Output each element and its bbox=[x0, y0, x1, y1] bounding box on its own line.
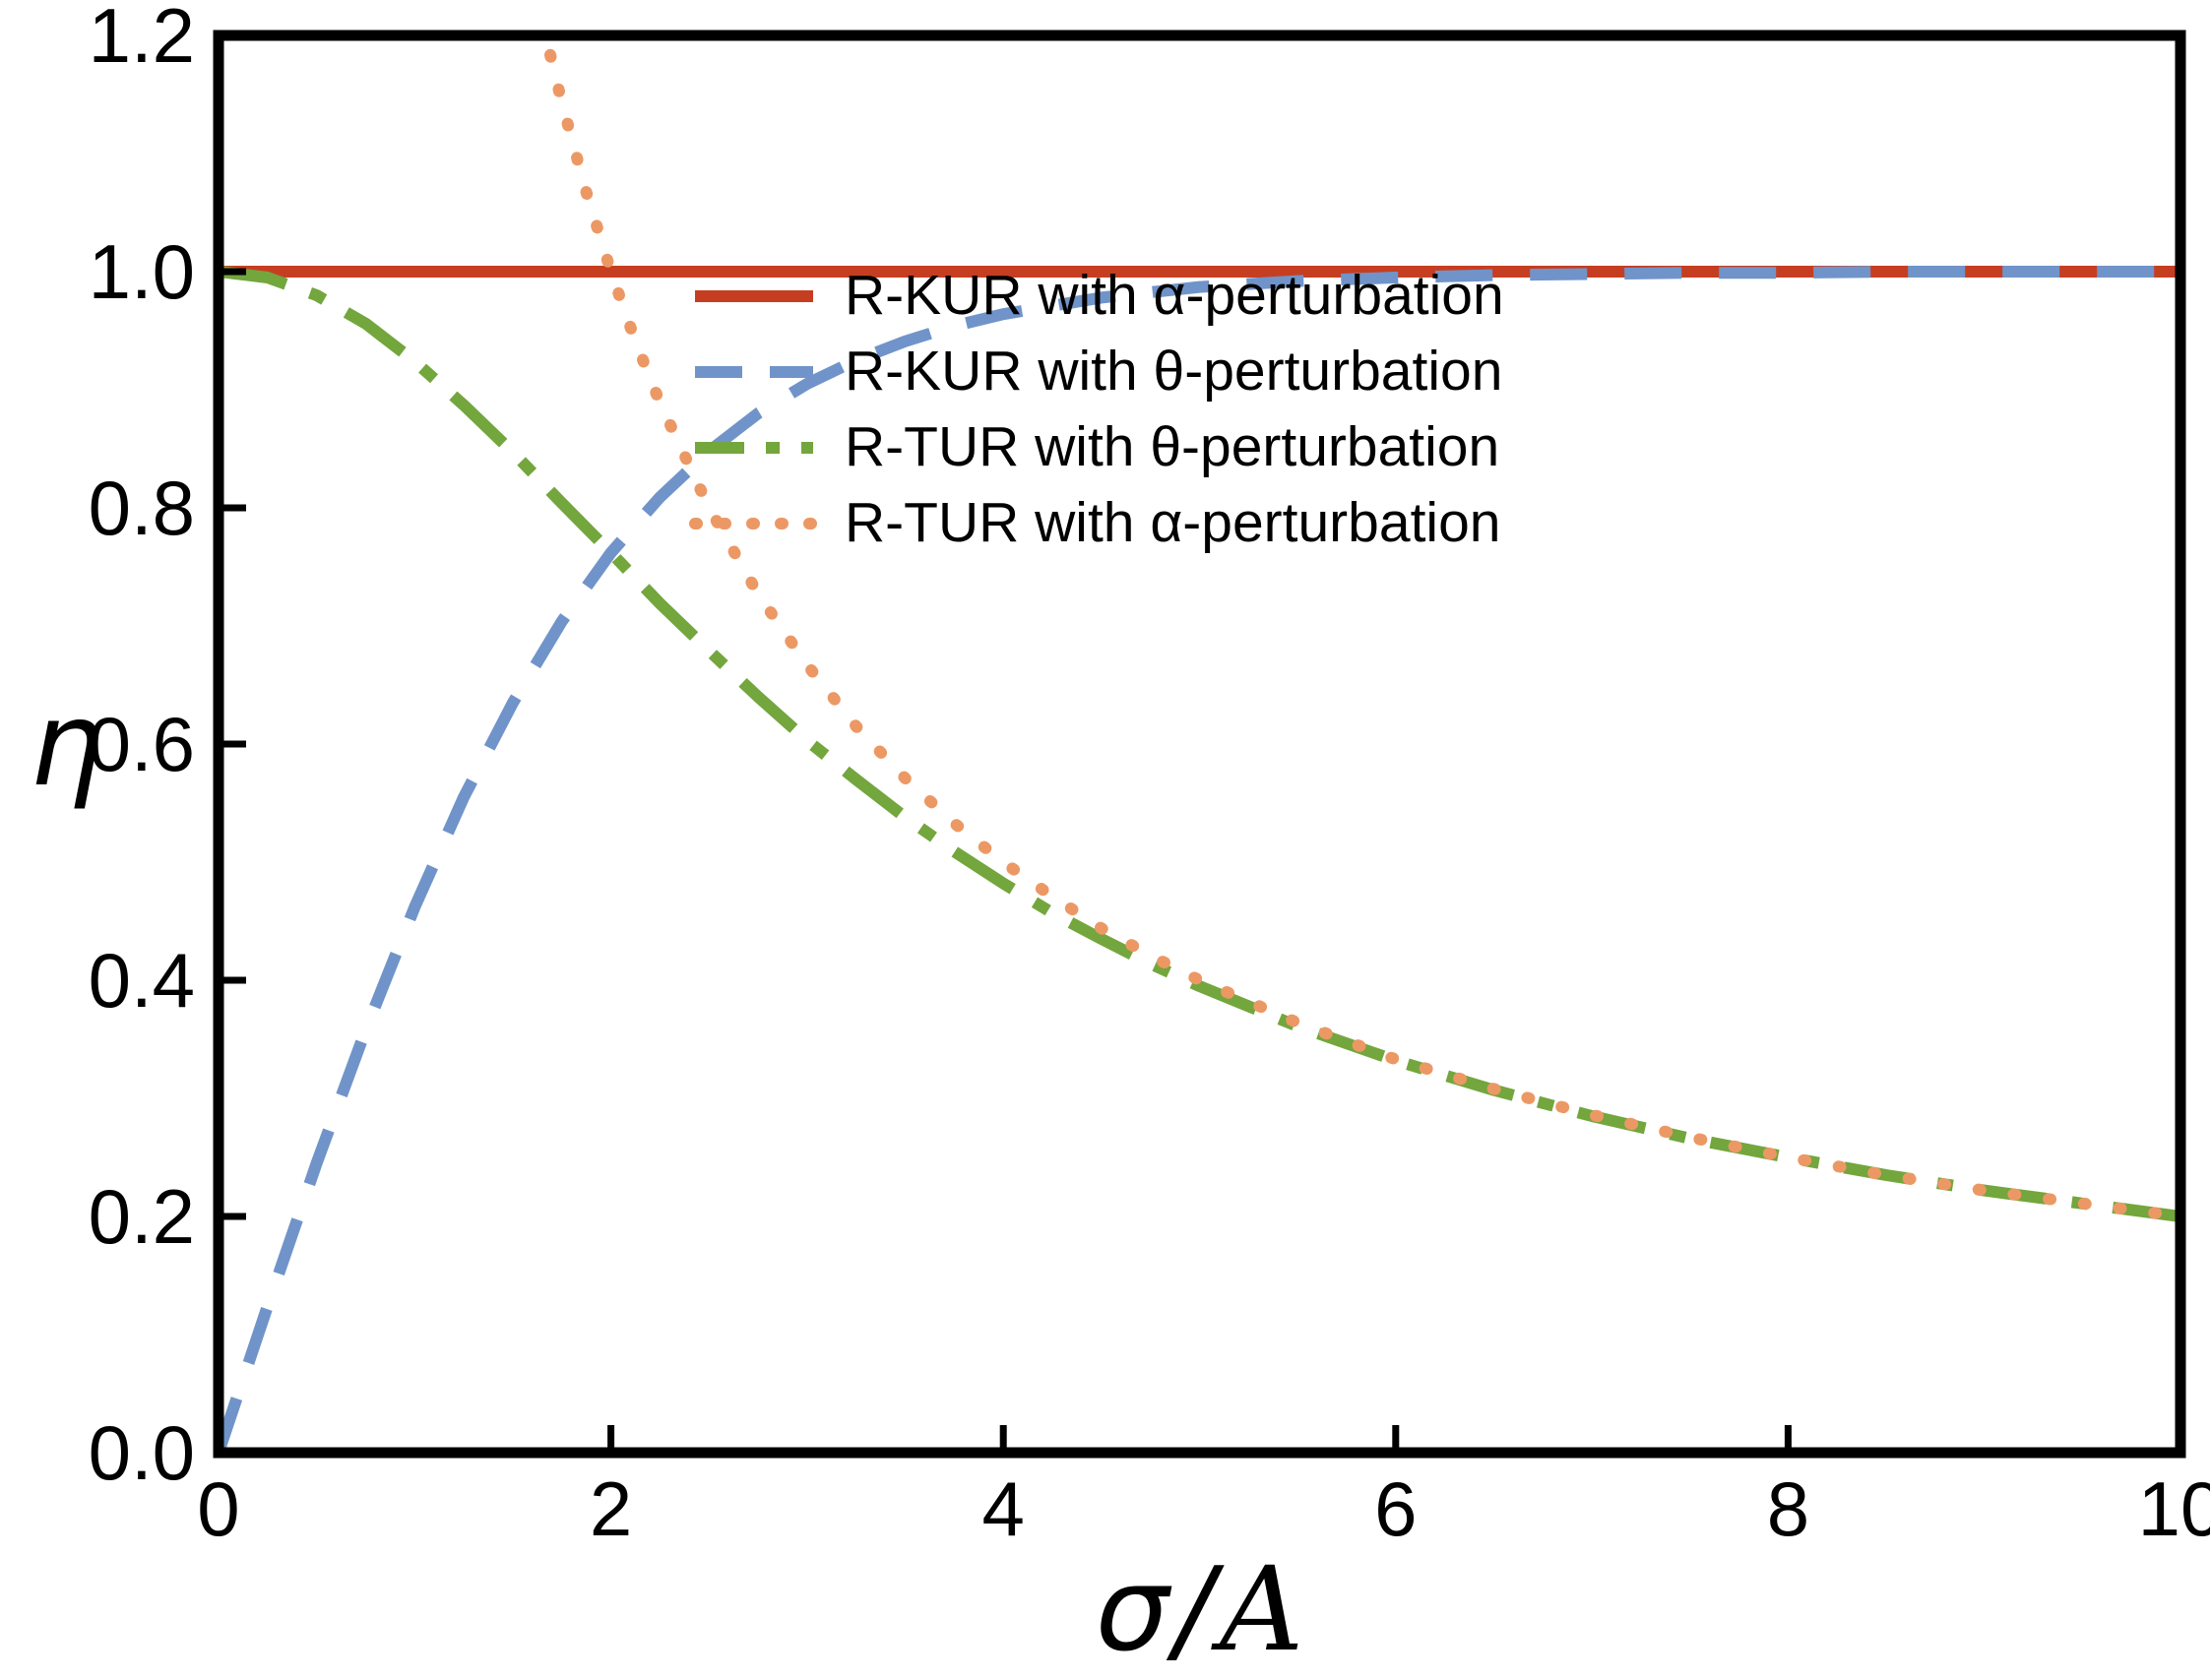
x-axis-label: σ/A bbox=[219, 1551, 2180, 1667]
legend-line-sample-dashdot bbox=[695, 441, 813, 454]
x-tick-label-0: 0 bbox=[197, 1465, 240, 1552]
x-tick-label-10: 10 bbox=[2137, 1465, 2210, 1552]
legend-entry-r-kur-alpha: R-KUR with α-perturbation bbox=[689, 258, 1504, 334]
y-tick-label-1.2: 1.2 bbox=[88, 0, 195, 79]
legend-label: R-TUR with α-perturbation bbox=[845, 491, 1501, 554]
x-tick-label-4: 4 bbox=[981, 1465, 1025, 1552]
legend-label: R-KUR with α-perturbation bbox=[845, 264, 1504, 327]
x-tick-label-6: 6 bbox=[1374, 1465, 1418, 1552]
curve-r-tur-theta bbox=[219, 266, 2180, 1222]
x-axis-label-slash: / bbox=[1174, 1541, 1215, 1677]
legend-line-sample-solid bbox=[695, 289, 813, 302]
legend: R-KUR with α-perturbation R-KUR with θ-p… bbox=[689, 258, 1504, 561]
y-tick-label-0.0: 0.0 bbox=[88, 1409, 195, 1496]
legend-entry-r-tur-theta: R-TUR with θ-perturbation bbox=[689, 409, 1504, 485]
axis-ticks bbox=[215, 31, 2184, 1457]
y-tick-label-0.8: 0.8 bbox=[88, 465, 195, 551]
curve-r-tur-alpha bbox=[539, 35, 2180, 1222]
legend-entry-r-kur-theta: R-KUR with θ-perturbation bbox=[689, 334, 1504, 409]
x-axis-label-sigma: σ bbox=[1095, 1541, 1169, 1677]
legend-line-sample-dotted bbox=[689, 517, 819, 529]
axes-frame bbox=[213, 30, 2186, 1459]
y-tick-label-1.0: 1.0 bbox=[88, 228, 195, 315]
y-tick-label-0.6: 0.6 bbox=[88, 701, 195, 787]
x-axis-label-script-a: A bbox=[1220, 1541, 1304, 1677]
legend-entry-r-tur-alpha: R-TUR with α-perturbation bbox=[689, 485, 1504, 561]
curve-r-kur-theta bbox=[219, 266, 2180, 1453]
y-tick-label-0.4: 0.4 bbox=[88, 937, 195, 1024]
legend-label: R-TUR with θ-perturbation bbox=[845, 415, 1500, 478]
x-tick-label-2: 2 bbox=[589, 1465, 633, 1552]
y-tick-label-0.2: 0.2 bbox=[88, 1173, 195, 1260]
legend-label: R-KUR with θ-perturbation bbox=[845, 340, 1503, 403]
y-axis-label: η bbox=[30, 676, 103, 812]
legend-line-sample-dashed bbox=[695, 365, 813, 378]
x-tick-label-8: 8 bbox=[1766, 1465, 1810, 1552]
